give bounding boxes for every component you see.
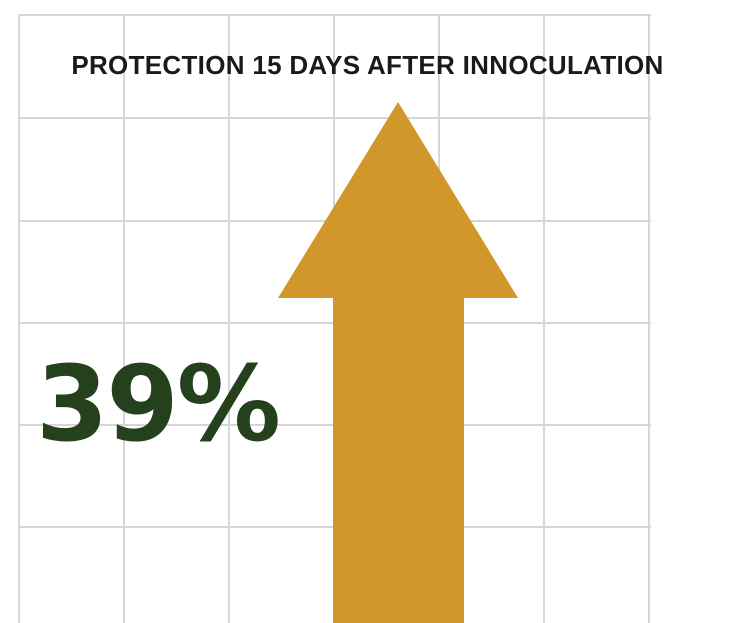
grid-line-vertical bbox=[18, 14, 20, 623]
grid-line-vertical bbox=[228, 14, 230, 623]
headline: PROTECTION 15 DAYS AFTER INNOCULATION bbox=[71, 50, 664, 80]
grid-line-vertical bbox=[543, 14, 545, 623]
up-arrow-shape bbox=[278, 102, 518, 623]
protection-percentage: 39% bbox=[36, 343, 281, 465]
grid-line-horizontal bbox=[18, 117, 651, 119]
grid-line-vertical bbox=[123, 14, 125, 623]
grid-line-horizontal bbox=[18, 14, 651, 16]
grid-line-vertical bbox=[648, 14, 650, 623]
